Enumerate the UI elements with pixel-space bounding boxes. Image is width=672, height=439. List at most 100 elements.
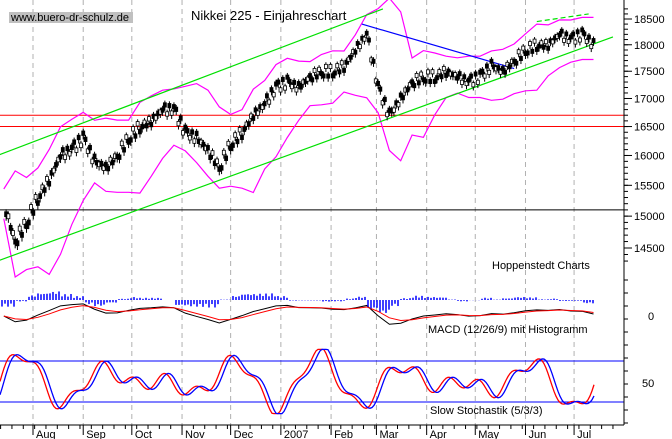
price-bar	[176, 120, 181, 127]
price-bar	[405, 87, 410, 93]
price-bar	[208, 154, 213, 161]
price-bar	[328, 64, 333, 70]
price-bar	[74, 147, 79, 153]
price-bar	[267, 99, 272, 105]
price-bar	[147, 116, 151, 122]
price-bar	[190, 129, 194, 135]
month-label: May	[478, 429, 499, 439]
price-bar	[376, 80, 380, 87]
price-bar	[237, 127, 242, 133]
trend-line-resistance	[361, 23, 515, 70]
price-bar	[487, 69, 492, 75]
price-bar	[308, 73, 312, 79]
price-bar	[174, 106, 179, 112]
price-bar	[33, 194, 38, 200]
month-label: Apr	[430, 429, 447, 439]
price-bar	[122, 147, 126, 153]
price-bar	[435, 75, 439, 81]
price-bar	[507, 64, 512, 70]
price-bar	[471, 82, 476, 88]
price-bar	[367, 37, 371, 43]
price-bar	[339, 60, 344, 66]
price-bar	[578, 37, 582, 43]
price-bar	[8, 224, 13, 231]
price-bar	[285, 74, 290, 80]
upper-band	[3, 0, 594, 190]
price-bar	[233, 132, 238, 138]
price-bar	[382, 96, 387, 102]
price-bar	[153, 115, 158, 121]
price-bar	[519, 56, 523, 61]
price-bar	[90, 158, 95, 165]
price-bar	[557, 32, 562, 38]
price-bar	[444, 72, 449, 78]
price-bar	[224, 155, 229, 161]
price-bar	[240, 134, 244, 140]
price-bar	[128, 137, 133, 143]
price-bar	[210, 150, 215, 156]
price-bar	[321, 73, 326, 79]
price-bar	[385, 111, 390, 118]
price-bar	[469, 73, 473, 79]
price-bar	[54, 162, 58, 168]
price-bar	[242, 126, 247, 132]
price-bar	[503, 69, 507, 75]
price-bar	[192, 138, 197, 144]
price-bar	[575, 29, 580, 35]
price-bar	[231, 142, 235, 148]
macd-label: MACD (12/26/9) mit Histogramm	[428, 324, 588, 336]
price-bar	[45, 176, 49, 182]
price-bar	[412, 83, 417, 89]
price-bar	[6, 213, 11, 220]
price-bar	[22, 219, 27, 225]
price-bar	[219, 165, 224, 171]
price-bar	[539, 40, 544, 46]
price-bar	[221, 149, 226, 156]
price-bar	[335, 63, 340, 69]
price-bar	[42, 187, 47, 193]
price-bar	[269, 87, 274, 93]
price-bar	[462, 74, 467, 80]
stochastic-panel	[0, 348, 624, 415]
price-bar	[439, 74, 444, 80]
price-bar	[108, 156, 113, 163]
price-bar	[260, 104, 265, 110]
price-bar	[47, 181, 52, 187]
price-bar	[500, 66, 505, 72]
price-bar	[516, 49, 521, 55]
price-tick-label: 17500	[634, 66, 665, 78]
price-bar	[133, 133, 138, 139]
price-tick-label: 15000	[634, 211, 665, 223]
price-bar	[407, 82, 412, 88]
price-bar	[167, 103, 172, 109]
price-bar	[20, 231, 24, 238]
price-bar	[317, 66, 321, 72]
price-bar	[426, 69, 430, 75]
price-bar	[140, 124, 145, 130]
price-bar	[255, 110, 260, 116]
price-bar	[117, 154, 122, 160]
price-bar	[521, 45, 526, 51]
price-bar	[226, 140, 231, 147]
price-bar	[283, 85, 287, 91]
price-bar	[58, 154, 63, 160]
price-bar	[63, 154, 67, 160]
price-bar	[498, 69, 503, 75]
price-bars	[4, 25, 596, 250]
macd-signal-line	[3, 305, 594, 322]
price-bar	[81, 130, 86, 136]
price-bar	[314, 74, 319, 80]
price-bar	[323, 63, 328, 69]
price-bar	[396, 102, 401, 108]
price-bar	[292, 79, 297, 85]
stochastic-50-label: 50	[642, 378, 654, 390]
month-label: Sep	[86, 429, 106, 439]
price-bar	[299, 84, 303, 90]
price-bar	[580, 27, 585, 33]
price-bar	[17, 225, 22, 232]
price-bar	[564, 31, 569, 37]
price-bar	[294, 87, 299, 93]
price-bar	[355, 41, 360, 46]
price-tick-label: 16500	[634, 122, 665, 134]
price-bar	[348, 54, 353, 60]
